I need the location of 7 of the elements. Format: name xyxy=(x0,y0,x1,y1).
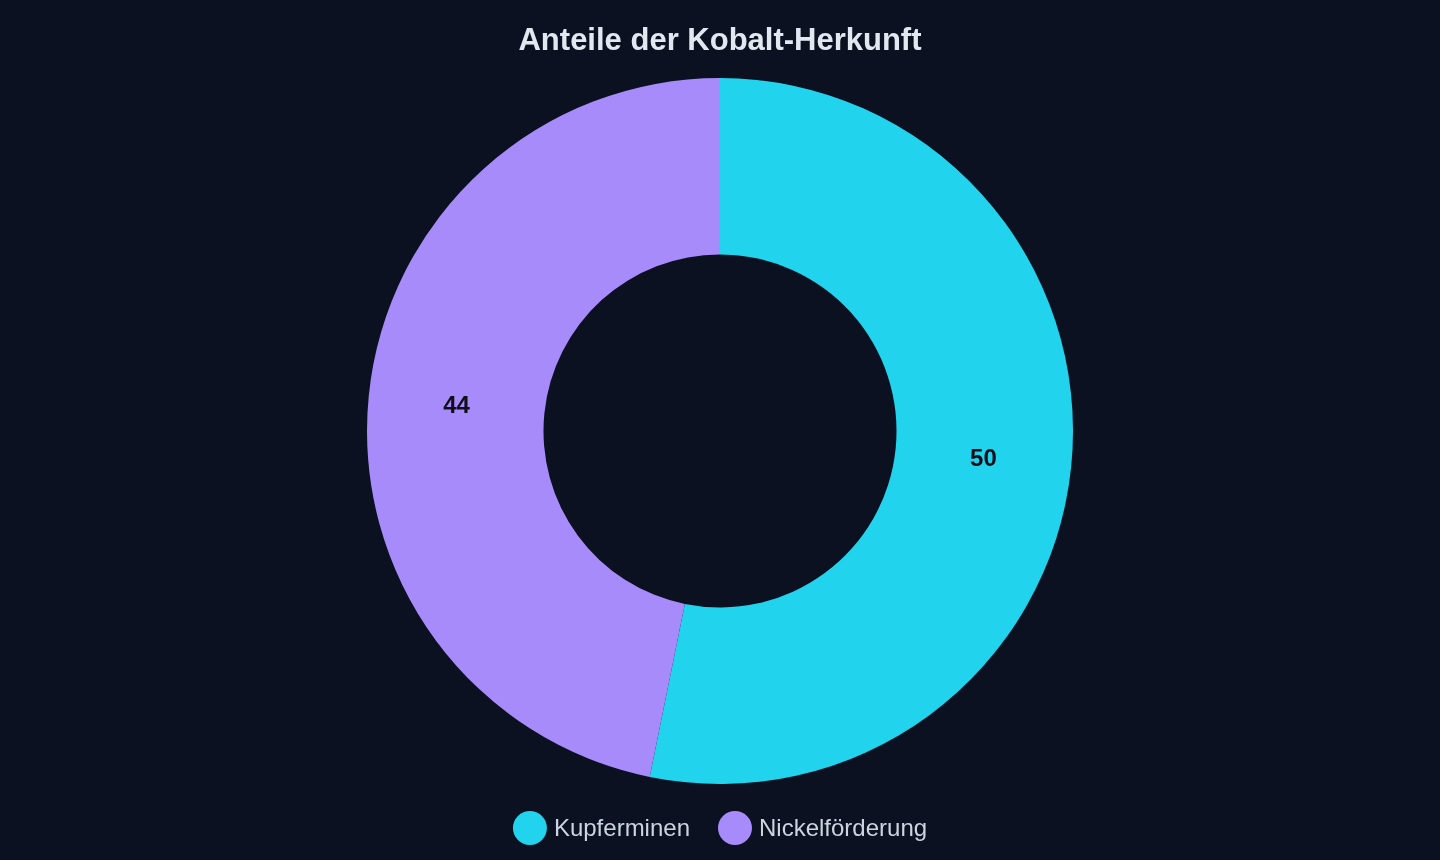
donut-slice xyxy=(367,78,720,777)
donut-slice xyxy=(649,78,1073,784)
data-label: 44 xyxy=(443,390,471,418)
legend-label: Kupferminen xyxy=(553,814,690,842)
data-label: 50 xyxy=(970,443,997,471)
legend-label: Nickelförderung xyxy=(758,814,928,842)
chart-title: Anteile der Kobalt-Herkunft xyxy=(518,22,922,57)
